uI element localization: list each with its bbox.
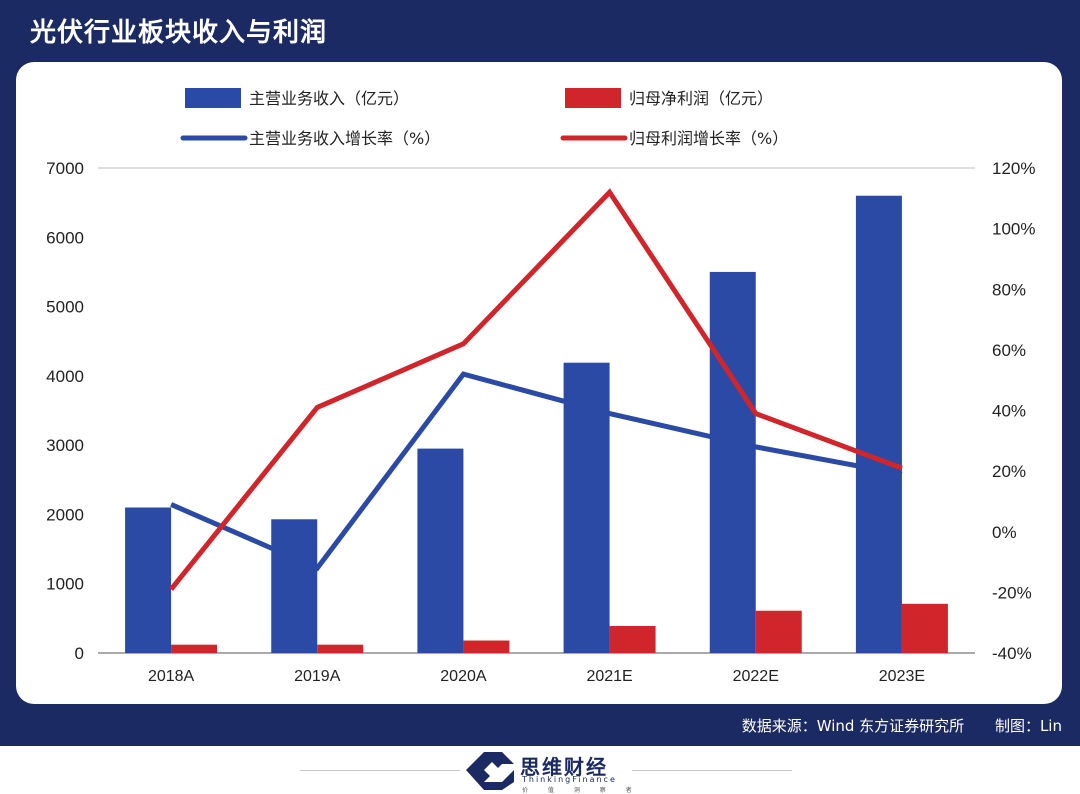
legend-label: 归母净利润（亿元）	[629, 89, 773, 108]
logo-divider-right	[632, 770, 792, 771]
y-right-tick-label: -40%	[992, 644, 1032, 663]
legend-label: 归母利润增长率（%）	[629, 129, 788, 148]
legend-swatch-1	[565, 88, 621, 108]
y-left-tick-label: 6000	[46, 228, 84, 247]
y-right-tick-label: -20%	[992, 583, 1032, 602]
y-axis-right: -40% -20% 0% 20% 40% 60% 80% 100% 120%	[992, 159, 1035, 663]
bar-profit-2019A	[317, 645, 363, 653]
brand-english: ThinkingFinance	[522, 775, 617, 784]
x-tick-label: 2023E	[879, 668, 925, 685]
y-axis-left: 0 1000 2000 3000 4000 5000 6000 7000	[46, 159, 84, 663]
bar-profit-2018A	[171, 645, 217, 653]
grid-lines	[98, 168, 975, 653]
y-right-tick-label: 120%	[992, 159, 1035, 178]
source-note: 数据来源：Wind 东方证券研究所	[742, 717, 964, 735]
x-tick-label: 2019A	[294, 668, 341, 685]
y-right-tick-label: 0%	[992, 523, 1017, 542]
bar-revenue-2019A	[271, 519, 317, 653]
legend-label: 主营业务收入（亿元）	[249, 89, 409, 108]
y-right-tick-label: 40%	[992, 402, 1026, 421]
y-left-tick-label: 4000	[46, 367, 84, 386]
x-tick-label: 2020A	[440, 668, 487, 685]
y-left-tick-label: 3000	[46, 436, 84, 455]
y-left-tick-label: 5000	[46, 298, 84, 317]
x-axis: 2018A 2019A 2020A 2021E 2022E 2023E	[148, 668, 925, 685]
legend: 主营业务收入（亿元） 归母净利润（亿元） 主营业务收入增长率（%） 归母利润增长率（%…	[183, 88, 788, 148]
bar-profit-2020A	[463, 641, 509, 653]
y-right-tick-label: 80%	[992, 280, 1026, 299]
bar-profit-2022E	[756, 611, 802, 653]
x-tick-label: 2018A	[148, 668, 195, 685]
y-left-tick-label: 1000	[46, 575, 84, 594]
credit-note: 制图：Lin	[995, 717, 1062, 735]
bar-revenue-2020A	[417, 449, 463, 653]
legend-label: 主营业务收入增长率（%）	[249, 129, 440, 148]
bar-profit-2023E	[902, 604, 948, 653]
x-tick-label: 2021E	[586, 668, 632, 685]
x-tick-label: 2022E	[733, 668, 779, 685]
bar-revenue-2023E	[856, 196, 902, 653]
bar-revenue-2018A	[125, 508, 171, 654]
y-left-tick-label: 2000	[46, 505, 84, 524]
y-left-tick-label: 0	[75, 644, 84, 663]
y-right-tick-label: 60%	[992, 341, 1026, 360]
y-right-tick-label: 100%	[992, 220, 1035, 239]
footer: 数据来源：Wind 东方证券研究所 制图：Lin	[742, 715, 1062, 736]
y-left-tick-label: 7000	[46, 159, 84, 178]
legend-swatch-0	[185, 88, 241, 108]
bar-revenue-2022E	[710, 272, 756, 653]
y-right-tick-label: 20%	[992, 462, 1026, 481]
bars	[125, 196, 948, 653]
logo-divider-left	[300, 770, 460, 771]
bar-profit-2021E	[610, 626, 656, 653]
